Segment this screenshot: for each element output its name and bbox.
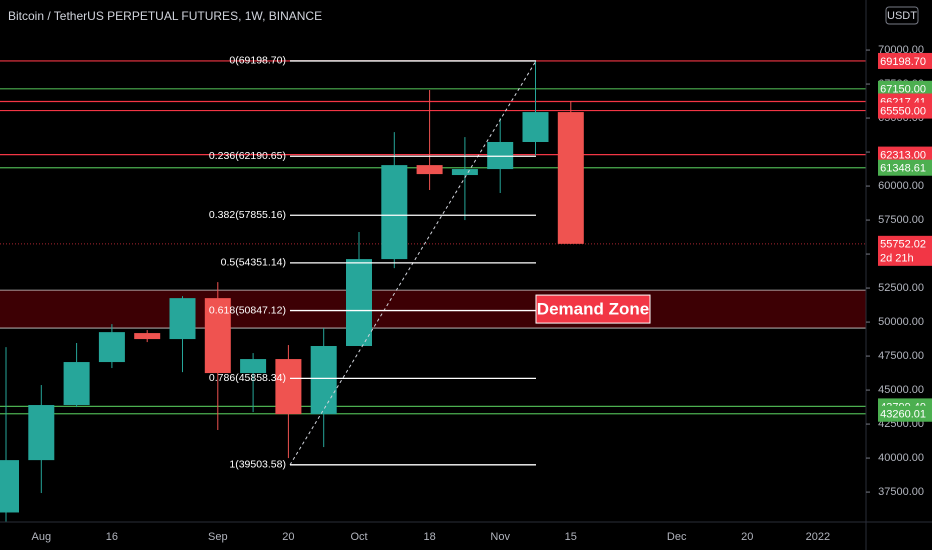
y-tick-label: 52500.00 [878, 282, 924, 294]
y-tick-label: 47500.00 [878, 350, 924, 362]
candle-body [28, 405, 55, 461]
fib-label: 1(39503.58) [229, 459, 286, 471]
x-tick-label: Oct [350, 531, 367, 543]
level-label-box [878, 146, 932, 163]
candle-body [522, 112, 549, 142]
candle-body [0, 460, 19, 513]
last-price-label: 55752.02 [880, 239, 926, 251]
fib-label: 0.786(45858.34) [209, 372, 286, 384]
candle-body [275, 359, 302, 415]
level-label-box [878, 80, 932, 97]
x-tick-label: 20 [741, 531, 753, 543]
level-label-box [878, 52, 932, 69]
x-tick-label: 2022 [806, 531, 830, 543]
zone-label-box [535, 294, 651, 324]
fib-label: 0.5(54351.14) [221, 257, 286, 269]
x-tick-label: Sep [208, 531, 228, 543]
lines-layer [0, 60, 866, 415]
x-tick-label: Nov [490, 531, 510, 543]
zone-label-text: Demand Zone [537, 300, 649, 319]
candle-body [240, 359, 267, 374]
level-label-box [878, 159, 932, 176]
x-tick-label: 18 [423, 531, 435, 543]
level-label: 62313.00 [880, 150, 926, 162]
x-tick-label: 15 [565, 531, 577, 543]
y-tick-label: 50000.00 [878, 316, 924, 328]
y-tick-label: 57500.00 [878, 214, 924, 226]
candle-body [134, 333, 161, 340]
candle-body [451, 169, 478, 176]
level-label-box [878, 102, 932, 119]
candle-body [98, 332, 125, 363]
fib-layer: 0(69198.70) 0.236(62190.65) 0.382(57855.16… [209, 55, 537, 471]
currency-box[interactable] [885, 6, 919, 25]
level-label: 69198.70 [880, 56, 926, 68]
y-tick-label: 45000.00 [878, 384, 924, 396]
zone-layer [0, 289, 866, 329]
y-tick-label: 40000.00 [878, 452, 924, 464]
y-tick-label: 37500.00 [878, 486, 924, 498]
level-label: 65550.00 [880, 105, 926, 117]
x-tick-label: 20 [282, 531, 294, 543]
candle-body [416, 165, 443, 175]
last-price-box [878, 235, 932, 266]
fib-label: 0.236(62190.65) [209, 150, 286, 162]
fib-label: 0(69198.70) [229, 55, 286, 67]
candle-body [346, 259, 372, 347]
candle-body [204, 298, 231, 374]
x-tick-label: Aug [32, 531, 52, 543]
zone-label: Demand Zone [535, 294, 651, 324]
demand-zone [0, 290, 866, 329]
countdown: 2d 21h [880, 253, 914, 265]
candle-body [381, 165, 408, 260]
chart-title: Bitcoin / TetherUS PERPETUAL FUTURES, 1W… [8, 9, 322, 23]
candle-body [169, 298, 196, 340]
candles-layer [0, 60, 584, 522]
currency[interactable]: USDT [887, 10, 917, 22]
level-label: 61348.61 [880, 163, 926, 175]
fib-label: 0.382(57855.16) [209, 209, 286, 221]
candle-body [63, 362, 90, 406]
level-label: 43260.01 [880, 409, 926, 421]
level-label-box [878, 405, 932, 422]
level-label: 67150.00 [880, 84, 926, 96]
candle-body [487, 141, 514, 170]
candle-body [557, 112, 584, 244]
x-tick-label: Dec [667, 531, 687, 543]
y-tick-label: 60000.00 [878, 180, 924, 192]
fib-label: 0.618(50847.12) [209, 304, 286, 316]
candle-body [310, 346, 337, 415]
x-tick-label: 16 [106, 531, 118, 543]
